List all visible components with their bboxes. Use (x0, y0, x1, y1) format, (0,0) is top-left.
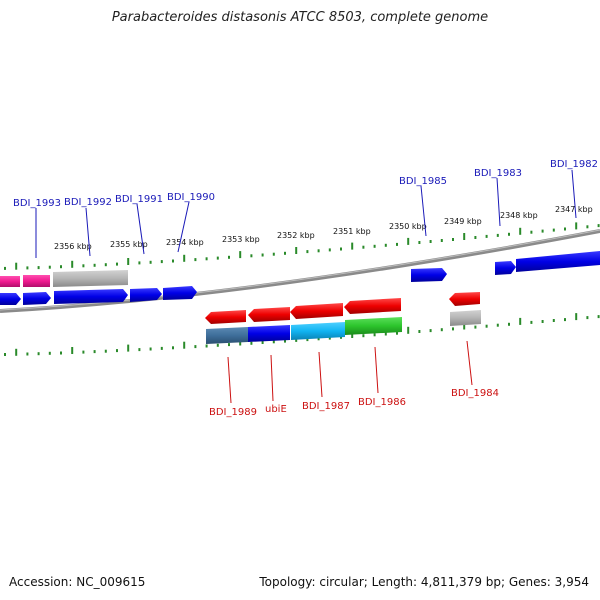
cog-block-gray[interactable] (450, 310, 481, 326)
gene-arrow-blue-3[interactable] (54, 289, 128, 304)
upper-scale-ticks (4, 222, 600, 270)
gene-label-ubie[interactable]: ubiE (265, 404, 287, 415)
scale-label-2349: 2349 kbp (444, 217, 482, 226)
scale-label-2350: 2350 kbp (389, 222, 427, 231)
gene-label-bdi1992[interactable]: BDI_1992 (64, 197, 112, 208)
gene-arrow-blue-5[interactable] (163, 286, 197, 300)
scale-label-2356: 2356 kbp (54, 242, 92, 251)
scale-label-2353: 2353 kbp (222, 235, 260, 244)
genome-backbone-highlight (0, 229, 600, 311)
gene-arrow-bdi1982[interactable] (516, 251, 600, 272)
cog-block-cyan[interactable] (291, 322, 345, 340)
reverse-leader-lines (227, 340, 473, 404)
scale-label-2354: 2354 kbp (166, 238, 204, 247)
forward-leader-lines (35, 169, 577, 258)
gene-label-bdi1991[interactable]: BDI_1991 (115, 194, 163, 205)
cog-block-green[interactable] (345, 317, 402, 335)
scale-label-2348: 2348 kbp (500, 211, 538, 220)
gene-arrow-blue-4[interactable] (130, 288, 162, 302)
gene-arrow-bdi1987[interactable] (290, 303, 343, 319)
gene-label-bdi1984[interactable]: BDI_1984 (451, 388, 499, 399)
cog-block-blue[interactable] (248, 325, 290, 342)
gene-arrow-bdi1984[interactable] (449, 292, 480, 306)
gene-label-bdi1993[interactable]: BDI_1993 (13, 198, 61, 209)
gene-arrow-blue-1[interactable] (0, 293, 21, 305)
reverse-outer-track (206, 310, 481, 344)
gene-arrow-pink-1[interactable] (0, 276, 20, 287)
gene-label-bdi1982[interactable]: BDI_1982 (550, 159, 598, 170)
gene-label-bdi1990[interactable]: BDI_1990 (167, 192, 215, 203)
scale-label-2347: 2347 kbp (555, 205, 593, 214)
gene-label-bdi1983[interactable]: BDI_1983 (474, 168, 522, 179)
map-title: Parabacteroides distasonis ATCC 8503, co… (111, 10, 489, 25)
gene-label-bdi1987[interactable]: BDI_1987 (302, 401, 350, 412)
genome-backbone (0, 229, 600, 313)
genome-summary-text: Topology: circular; Length: 4,811,379 bp… (259, 575, 589, 589)
gene-arrow-gray-1[interactable] (53, 270, 128, 287)
gene-arrow-bdi1983[interactable] (495, 261, 516, 275)
scale-label-2352: 2352 kbp (277, 231, 315, 240)
gene-arrow-pink-2[interactable] (23, 275, 50, 287)
accession-text: Accession: NC_009615 (9, 575, 146, 589)
gene-label-bdi1986[interactable]: BDI_1986 (358, 397, 406, 408)
gene-arrow-blue-2[interactable] (23, 292, 51, 305)
gene-arrow-bdi1989[interactable] (205, 310, 246, 324)
gene-arrow-bdi1985[interactable] (411, 268, 447, 282)
gene-arrow-bdi1986[interactable] (344, 298, 401, 314)
forward-inner-track (0, 286, 197, 305)
reverse-inner-track (205, 292, 480, 324)
forward-outer-track (0, 251, 600, 287)
scale-label-2355: 2355 kbp (110, 240, 148, 249)
gene-arrow-ubie[interactable] (248, 307, 290, 322)
gene-label-bdi1989[interactable]: BDI_1989 (209, 407, 257, 418)
cog-block-steel[interactable] (206, 327, 248, 344)
scale-label-2351: 2351 kbp (333, 227, 371, 236)
gene-label-bdi1985[interactable]: BDI_1985 (399, 176, 447, 187)
